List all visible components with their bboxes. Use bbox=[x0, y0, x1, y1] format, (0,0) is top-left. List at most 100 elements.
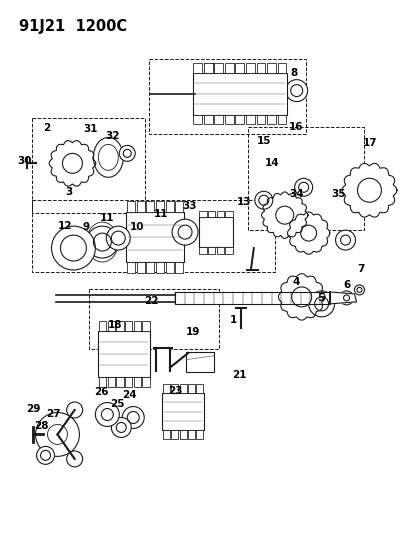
Polygon shape bbox=[278, 273, 324, 320]
Bar bbox=[199, 211, 206, 217]
Text: 2: 2 bbox=[43, 123, 50, 133]
Bar bbox=[116, 321, 123, 331]
Text: 4: 4 bbox=[291, 278, 299, 287]
Text: 13: 13 bbox=[236, 197, 251, 207]
Circle shape bbox=[339, 291, 353, 305]
Bar bbox=[116, 377, 123, 387]
Bar bbox=[216, 247, 223, 254]
Bar bbox=[193, 115, 202, 124]
Text: 24: 24 bbox=[122, 390, 136, 400]
Bar bbox=[224, 115, 233, 124]
Bar bbox=[196, 384, 203, 393]
Circle shape bbox=[106, 226, 130, 250]
Bar bbox=[185, 352, 214, 372]
Text: 12: 12 bbox=[57, 221, 72, 231]
Bar bbox=[179, 431, 186, 439]
Text: 91J21  1200C: 91J21 1200C bbox=[19, 19, 126, 34]
Bar bbox=[216, 211, 223, 217]
Bar bbox=[224, 63, 233, 72]
Circle shape bbox=[254, 191, 272, 209]
Bar bbox=[89, 289, 219, 349]
Bar bbox=[156, 201, 164, 212]
Bar bbox=[107, 377, 115, 387]
Bar bbox=[235, 115, 244, 124]
Bar bbox=[136, 262, 145, 273]
Bar bbox=[127, 201, 135, 212]
Circle shape bbox=[335, 230, 355, 250]
Circle shape bbox=[66, 451, 83, 467]
Text: 16: 16 bbox=[289, 122, 303, 132]
Circle shape bbox=[308, 291, 334, 317]
Bar bbox=[207, 247, 215, 254]
Text: 31: 31 bbox=[83, 124, 97, 134]
Text: 28: 28 bbox=[34, 421, 48, 431]
Bar bbox=[175, 201, 183, 212]
Bar bbox=[207, 211, 215, 217]
Text: 22: 22 bbox=[144, 296, 158, 306]
Text: 19: 19 bbox=[186, 327, 200, 337]
Bar bbox=[188, 431, 195, 439]
Circle shape bbox=[119, 146, 135, 161]
Bar bbox=[171, 431, 178, 439]
Bar bbox=[136, 201, 145, 212]
Bar bbox=[225, 211, 232, 217]
Circle shape bbox=[66, 402, 83, 418]
Bar bbox=[277, 63, 286, 72]
Bar bbox=[162, 431, 169, 439]
Bar bbox=[192, 72, 287, 115]
Bar bbox=[266, 115, 275, 124]
Bar bbox=[248, 127, 363, 230]
Bar bbox=[133, 377, 140, 387]
Circle shape bbox=[95, 402, 119, 426]
Bar bbox=[156, 262, 164, 273]
Text: 34: 34 bbox=[289, 189, 304, 199]
Bar bbox=[198, 217, 233, 247]
Bar bbox=[126, 212, 184, 262]
Text: 33: 33 bbox=[182, 201, 197, 211]
Text: 23: 23 bbox=[168, 386, 182, 397]
Bar bbox=[256, 63, 265, 72]
Bar bbox=[99, 377, 106, 387]
Text: 8: 8 bbox=[290, 68, 297, 78]
Polygon shape bbox=[175, 292, 329, 304]
Bar bbox=[204, 115, 212, 124]
Bar bbox=[162, 384, 169, 393]
Ellipse shape bbox=[93, 138, 123, 177]
Circle shape bbox=[36, 413, 79, 456]
Bar bbox=[133, 321, 140, 331]
Text: 27: 27 bbox=[46, 409, 61, 419]
Circle shape bbox=[294, 179, 312, 196]
Bar bbox=[214, 63, 223, 72]
Bar bbox=[142, 321, 149, 331]
Text: 29: 29 bbox=[26, 404, 41, 414]
Text: 7: 7 bbox=[356, 264, 363, 274]
Bar bbox=[127, 262, 135, 273]
Bar bbox=[142, 377, 149, 387]
Bar bbox=[188, 384, 195, 393]
Text: 11: 11 bbox=[153, 209, 168, 220]
Text: 1: 1 bbox=[230, 314, 237, 325]
Bar bbox=[31, 118, 145, 213]
Text: 21: 21 bbox=[231, 370, 246, 381]
Circle shape bbox=[86, 226, 118, 258]
Bar bbox=[165, 201, 173, 212]
Polygon shape bbox=[261, 192, 307, 238]
Bar bbox=[225, 247, 232, 254]
Bar bbox=[99, 321, 106, 331]
Text: 17: 17 bbox=[362, 138, 376, 148]
Circle shape bbox=[51, 226, 95, 270]
Bar bbox=[165, 262, 173, 273]
Bar bbox=[245, 63, 254, 72]
Polygon shape bbox=[49, 141, 95, 186]
Bar bbox=[277, 115, 286, 124]
Bar bbox=[125, 321, 132, 331]
Text: 30: 30 bbox=[17, 156, 32, 166]
Bar bbox=[149, 59, 305, 134]
Bar bbox=[146, 262, 154, 273]
Circle shape bbox=[285, 79, 307, 102]
Bar bbox=[162, 393, 204, 431]
Polygon shape bbox=[156, 348, 170, 366]
Bar bbox=[125, 377, 132, 387]
Bar bbox=[171, 384, 178, 393]
Bar bbox=[245, 115, 254, 124]
